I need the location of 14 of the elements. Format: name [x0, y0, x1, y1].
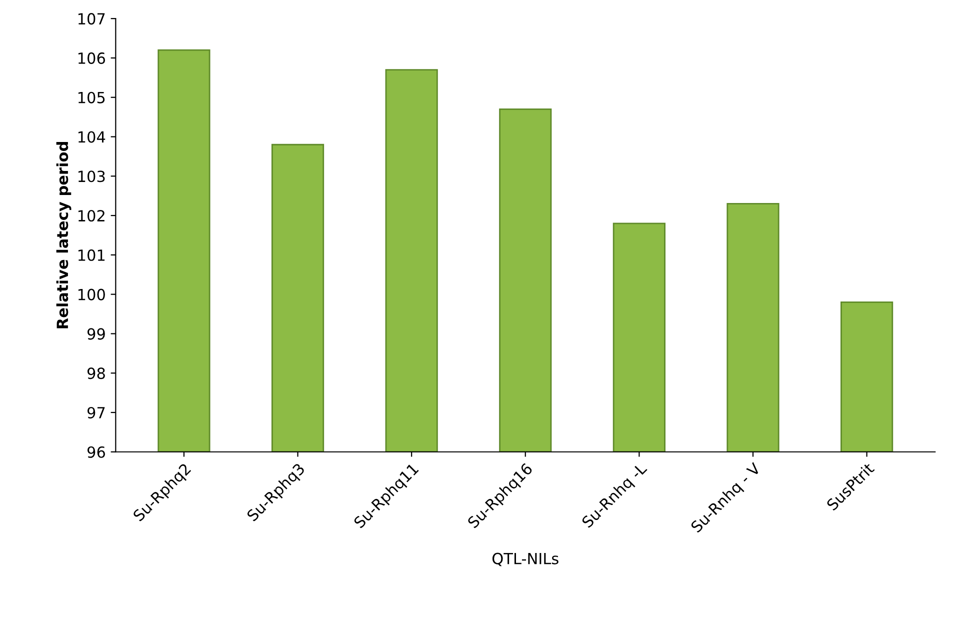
- y-axis-title: Relative latecy period: [56, 142, 72, 328]
- y-tick-label: 96: [87, 446, 105, 458]
- y-tick-label: 100: [78, 288, 105, 300]
- y-tick-label: 106: [78, 52, 105, 64]
- y-tick-label: 103: [78, 170, 105, 182]
- y-tick-label: 107: [78, 13, 105, 25]
- x-axis-title: QTL-NILs: [492, 552, 558, 566]
- y-tick-label: 101: [78, 249, 105, 261]
- y-tick-label: 97: [87, 406, 105, 418]
- y-tick-label: 105: [78, 92, 105, 104]
- y-tick-label: 102: [78, 210, 104, 222]
- y-tick-label: 99: [87, 328, 105, 340]
- y-tick-label: 98: [87, 368, 105, 380]
- y-tick-label: 104: [78, 131, 106, 143]
